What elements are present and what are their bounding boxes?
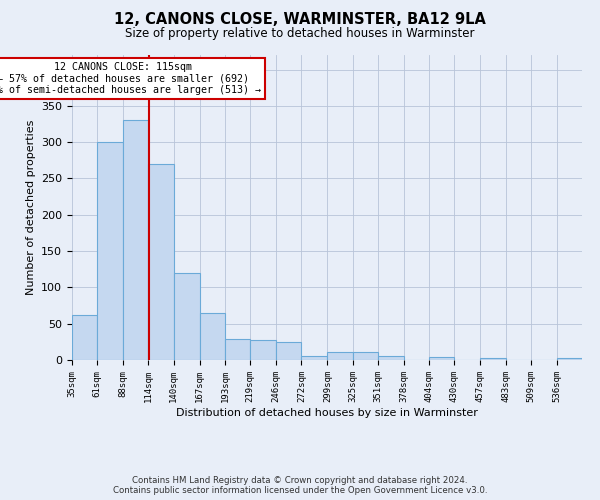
Bar [97, 142, 123, 360]
Y-axis label: Number of detached properties: Number of detached properties [26, 120, 35, 295]
Bar [429, 357, 454, 360]
Text: 12, CANONS CLOSE, WARMINSTER, BA12 9LA: 12, CANONS CLOSE, WARMINSTER, BA12 9LA [114, 12, 486, 28]
Bar [72, 315, 97, 360]
Bar [225, 339, 250, 360]
Bar [200, 313, 225, 360]
Text: Contains HM Land Registry data © Crown copyright and database right 2024.
Contai: Contains HM Land Registry data © Crown c… [113, 476, 487, 495]
Bar [301, 356, 328, 360]
Text: Size of property relative to detached houses in Warminster: Size of property relative to detached ho… [125, 28, 475, 40]
Bar [250, 340, 276, 360]
Bar [276, 342, 301, 360]
X-axis label: Distribution of detached houses by size in Warminster: Distribution of detached houses by size … [176, 408, 478, 418]
Bar [123, 120, 148, 360]
Bar [378, 356, 404, 360]
Bar [148, 164, 173, 360]
Text: 12 CANONS CLOSE: 115sqm
← 57% of detached houses are smaller (692)
42% of semi-d: 12 CANONS CLOSE: 115sqm ← 57% of detache… [0, 62, 261, 96]
Bar [173, 273, 200, 360]
Bar [328, 352, 353, 360]
Bar [557, 358, 582, 360]
Bar [353, 352, 378, 360]
Bar [481, 358, 506, 360]
